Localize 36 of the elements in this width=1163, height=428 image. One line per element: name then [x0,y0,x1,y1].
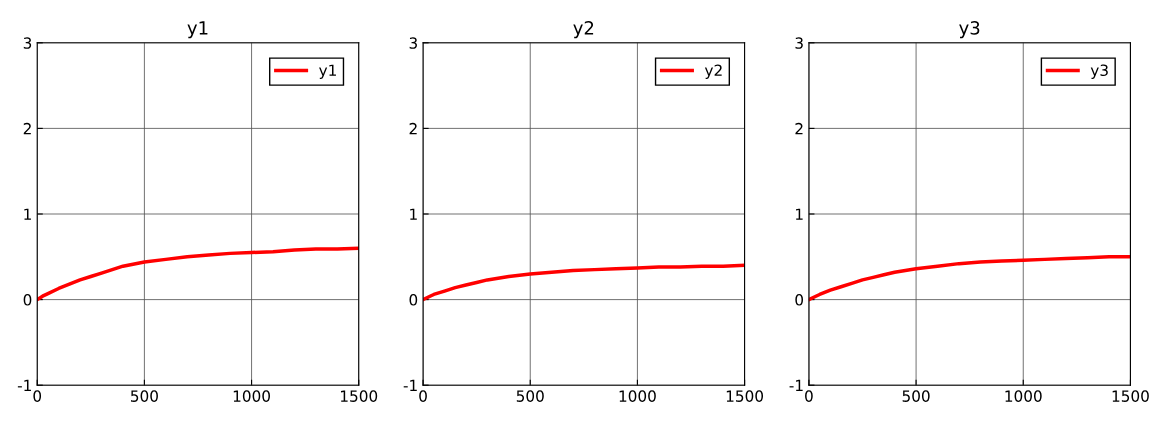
chart-title: y2 [573,21,594,39]
y-tick-label: -1 [17,379,31,391]
y-tick-label: 2 [409,122,417,135]
y-tick-label: 1 [796,208,803,220]
line-series [423,263,745,302]
line-series [808,255,1131,302]
legend-label: y1 [319,64,336,79]
y-tick-label: 2 [795,122,803,135]
y-tick-label: 1 [410,208,417,220]
x-tick-label: 1000 [1005,390,1042,402]
chart-title: y1 [187,21,208,39]
x-tick-label: 0 [419,390,427,402]
x-tick-label: 500 [130,390,158,402]
y-tick-label: -1 [789,379,803,391]
y-tick-label: 1 [24,208,31,220]
legend-label: y3 [1090,64,1108,79]
x-tick-label: 0 [33,390,42,402]
x-tick-label: 1500 [726,390,764,402]
y-tick-label: 3 [409,37,417,49]
chart-title: y3 [959,21,980,39]
legend-label: y2 [704,64,722,79]
x-tick-label: 1000 [233,390,270,402]
x-tick-label: 500 [516,390,544,402]
y-tick-label: 3 [795,37,803,49]
x-tick-label: 1500 [1112,390,1149,402]
x-tick-label: 1000 [619,390,656,402]
line-series [37,246,359,302]
y-tick-label: -1 [403,379,417,391]
y-tick-label: 0 [795,294,804,306]
x-tick-label: 1500 [340,390,378,402]
x-tick-label: 500 [902,390,930,402]
x-tick-label: 0 [805,390,813,402]
y-tick-label: 0 [23,294,32,306]
y-tick-label: 3 [23,37,32,49]
y-tick-label: 0 [409,294,418,306]
y-tick-label: 2 [23,122,31,135]
